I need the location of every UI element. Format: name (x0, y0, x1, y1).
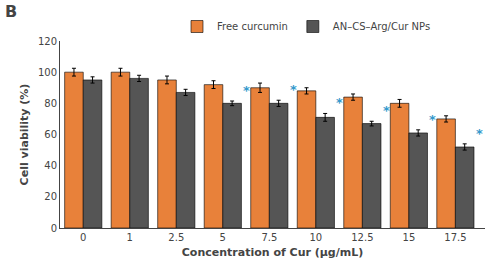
svg-text:12.5: 12.5 (351, 232, 373, 243)
svg-text:40: 40 (44, 160, 57, 171)
svg-text:*: * (429, 112, 436, 127)
svg-text:*: * (476, 126, 483, 141)
svg-text:80: 80 (44, 98, 57, 109)
svg-text:*: * (290, 82, 297, 97)
svg-text:AN–CS–Arg/Cur NPs: AN–CS–Arg/Cur NPs (333, 21, 430, 32)
svg-text:Concentration of Cur (μg/mL): Concentration of Cur (μg/mL) (182, 246, 363, 259)
svg-text:1: 1 (127, 232, 133, 243)
svg-text:*: * (383, 103, 390, 118)
svg-text:0: 0 (51, 223, 57, 234)
svg-text:17.5: 17.5 (444, 232, 466, 243)
svg-text:60: 60 (44, 129, 57, 140)
svg-text:5: 5 (220, 232, 226, 243)
svg-text:2.5: 2.5 (168, 232, 184, 243)
svg-text:20: 20 (44, 191, 57, 202)
svg-text:B: B (5, 2, 17, 21)
svg-text:120: 120 (38, 36, 57, 47)
svg-text:7.5: 7.5 (261, 232, 277, 243)
svg-text:Cell viability (%): Cell viability (%) (18, 84, 31, 186)
svg-text:Free curcumin: Free curcumin (217, 21, 288, 32)
svg-text:*: * (243, 83, 250, 98)
svg-text:0: 0 (80, 232, 86, 243)
svg-text:15: 15 (403, 232, 416, 243)
svg-text:*: * (336, 95, 343, 110)
svg-text:10: 10 (309, 232, 322, 243)
svg-text:100: 100 (38, 67, 57, 78)
